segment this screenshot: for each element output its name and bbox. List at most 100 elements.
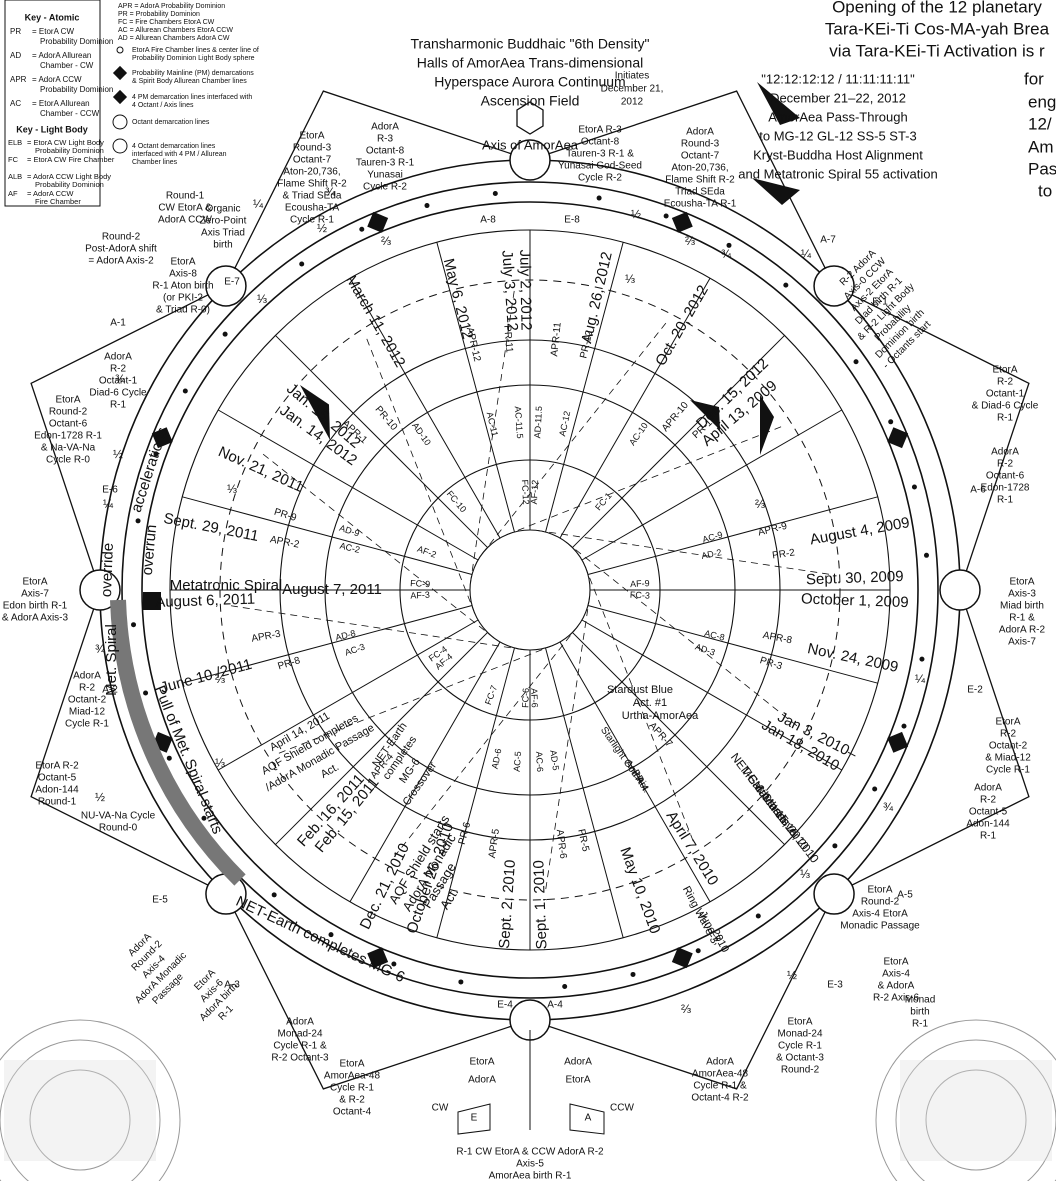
spoke <box>587 496 878 575</box>
outer-note: Cycle R-2 <box>578 173 622 184</box>
fraction: ⅔ <box>215 672 225 686</box>
key-text: Probability Dominion <box>40 85 113 94</box>
outer-note: Cycle R-2 <box>363 182 407 193</box>
outer-note: Octant-2 <box>68 695 107 706</box>
key-text: Chamber - CCW <box>40 109 100 118</box>
date: May 10, 2010 <box>616 845 663 936</box>
core-label: AF-2 <box>416 544 438 560</box>
dot <box>755 913 761 919</box>
outer-note: Monad <box>905 995 936 1006</box>
legend-abbr: AD = Allurean Chambers AdorA CW <box>118 35 230 42</box>
date: June 10 /2011 <box>159 656 254 697</box>
outer-note: Cycle R-1 <box>65 719 109 730</box>
dot <box>923 552 929 558</box>
outer-note: Yunasai <box>367 170 403 181</box>
header-line: for <box>1024 69 1044 88</box>
inner-label: AC-12 <box>557 410 572 437</box>
outer-note: & Triad SEda <box>283 191 342 202</box>
dot <box>919 656 925 662</box>
fraction: ¾ <box>95 642 106 656</box>
fraction: ¾ <box>721 247 732 261</box>
outer-note: Round-0 <box>99 823 138 834</box>
outer-note: AmorAea-48 <box>692 1069 749 1080</box>
bottom-mark: CCW <box>610 1103 634 1114</box>
date: August 6, 2011 <box>155 591 255 611</box>
outer-note: & Na-VA-Na <box>41 443 96 454</box>
ring-label: PR-10 <box>373 404 400 433</box>
thumb-ring <box>0 1039 161 1181</box>
bottom-mark: A <box>585 1113 592 1124</box>
arrow <box>757 82 800 125</box>
outer-note: Octant-7 <box>293 155 332 166</box>
header-line: Tara-KEi-Ti Cos-MA-yah Brea <box>825 19 1050 38</box>
spoke <box>572 335 785 548</box>
dot <box>271 892 277 898</box>
axis-code: E-3 <box>827 980 843 991</box>
fraction: ½ <box>113 447 123 461</box>
key-box <box>4 0 101 207</box>
dot <box>630 971 636 977</box>
diamond <box>151 427 173 449</box>
core-label: FC-9 <box>410 578 430 589</box>
fraction: ¾ <box>325 185 336 199</box>
key-text: = AdorA CCW <box>27 189 74 198</box>
inner-label: AD-6 <box>490 748 504 770</box>
axis-node <box>79 569 121 611</box>
ring-label: APR-5 <box>487 828 502 859</box>
axis-code: E-6 <box>102 485 118 496</box>
alignment-note: December 21–22, 2012 <box>770 90 906 105</box>
dashed-chord <box>584 566 694 842</box>
alignment-note: "12:12:12:12 / 11:11:11:11" <box>761 71 915 86</box>
legend-symbol <box>116 46 124 54</box>
outer-note: birth <box>910 1007 929 1018</box>
dot <box>131 622 137 628</box>
ring-label: APR-6 <box>554 829 569 860</box>
spoke <box>182 496 473 575</box>
spoke <box>436 242 515 533</box>
legend-text: & Spirit Body Allurean Chamber lines <box>132 78 247 85</box>
thumb-ring <box>0 1019 181 1181</box>
core-label: FC-10 <box>445 489 469 515</box>
axis-node <box>939 569 981 611</box>
diamond <box>671 947 693 969</box>
outer-note: Axis-8 <box>169 269 197 280</box>
alignment-note: and Metatronic Spiral 55 activation <box>738 166 937 181</box>
dashed-chord <box>262 453 495 639</box>
axis-code: A-2 <box>102 685 118 696</box>
outer-note: Octant-6 <box>986 471 1025 482</box>
fraction: ⅔ <box>685 234 695 248</box>
legend-text: Chamber lines <box>132 159 178 166</box>
axis-code: A-5 <box>897 890 913 901</box>
outer-note: EtorA R-3 <box>578 125 622 136</box>
arc-label: overrun <box>139 524 160 576</box>
outer-note: AdorA <box>991 447 1019 458</box>
outer-note: Post-AdorA shift <box>85 244 157 255</box>
inner-label: AC-5 <box>512 751 523 772</box>
outer-note: & Octant-3 <box>776 1053 824 1064</box>
outer-note: EtorA <box>170 257 195 268</box>
bottom-mark: EtorA <box>469 1057 494 1068</box>
outer-note: (or PKI-2 <box>163 293 203 304</box>
arrow <box>760 395 774 455</box>
alignment-note: Kryst-Buddha Host Alignment <box>753 147 923 162</box>
dot <box>299 261 305 267</box>
outer-note: Round-1 <box>38 797 77 808</box>
key-text: = EtorA CW Light Body <box>27 138 104 147</box>
outer-note: AdorA <box>73 671 101 682</box>
fraction: ⅔ <box>381 234 391 248</box>
legend-abbr: FC = Fire Chambers EtorA CW <box>118 19 215 26</box>
key-text: = EtorA CW Fire Chamber <box>27 155 115 164</box>
spoke <box>545 647 624 938</box>
axis-code: E-5 <box>152 895 168 906</box>
outer-note: Round-1 <box>166 191 205 202</box>
dashed-chord <box>565 541 798 727</box>
key-abbr: AF <box>8 189 18 198</box>
key-title: Key - Light Body <box>16 124 88 134</box>
spoke <box>581 619 843 771</box>
outer-note: EtorA R-2 <box>35 761 79 772</box>
outer-note: Miad birth <box>1000 601 1044 612</box>
fraction: ¼ <box>253 197 264 211</box>
outer-note: Diad-6 Cycle <box>89 388 147 399</box>
ring-label: PR-2 <box>771 547 796 561</box>
spoke <box>182 605 473 684</box>
